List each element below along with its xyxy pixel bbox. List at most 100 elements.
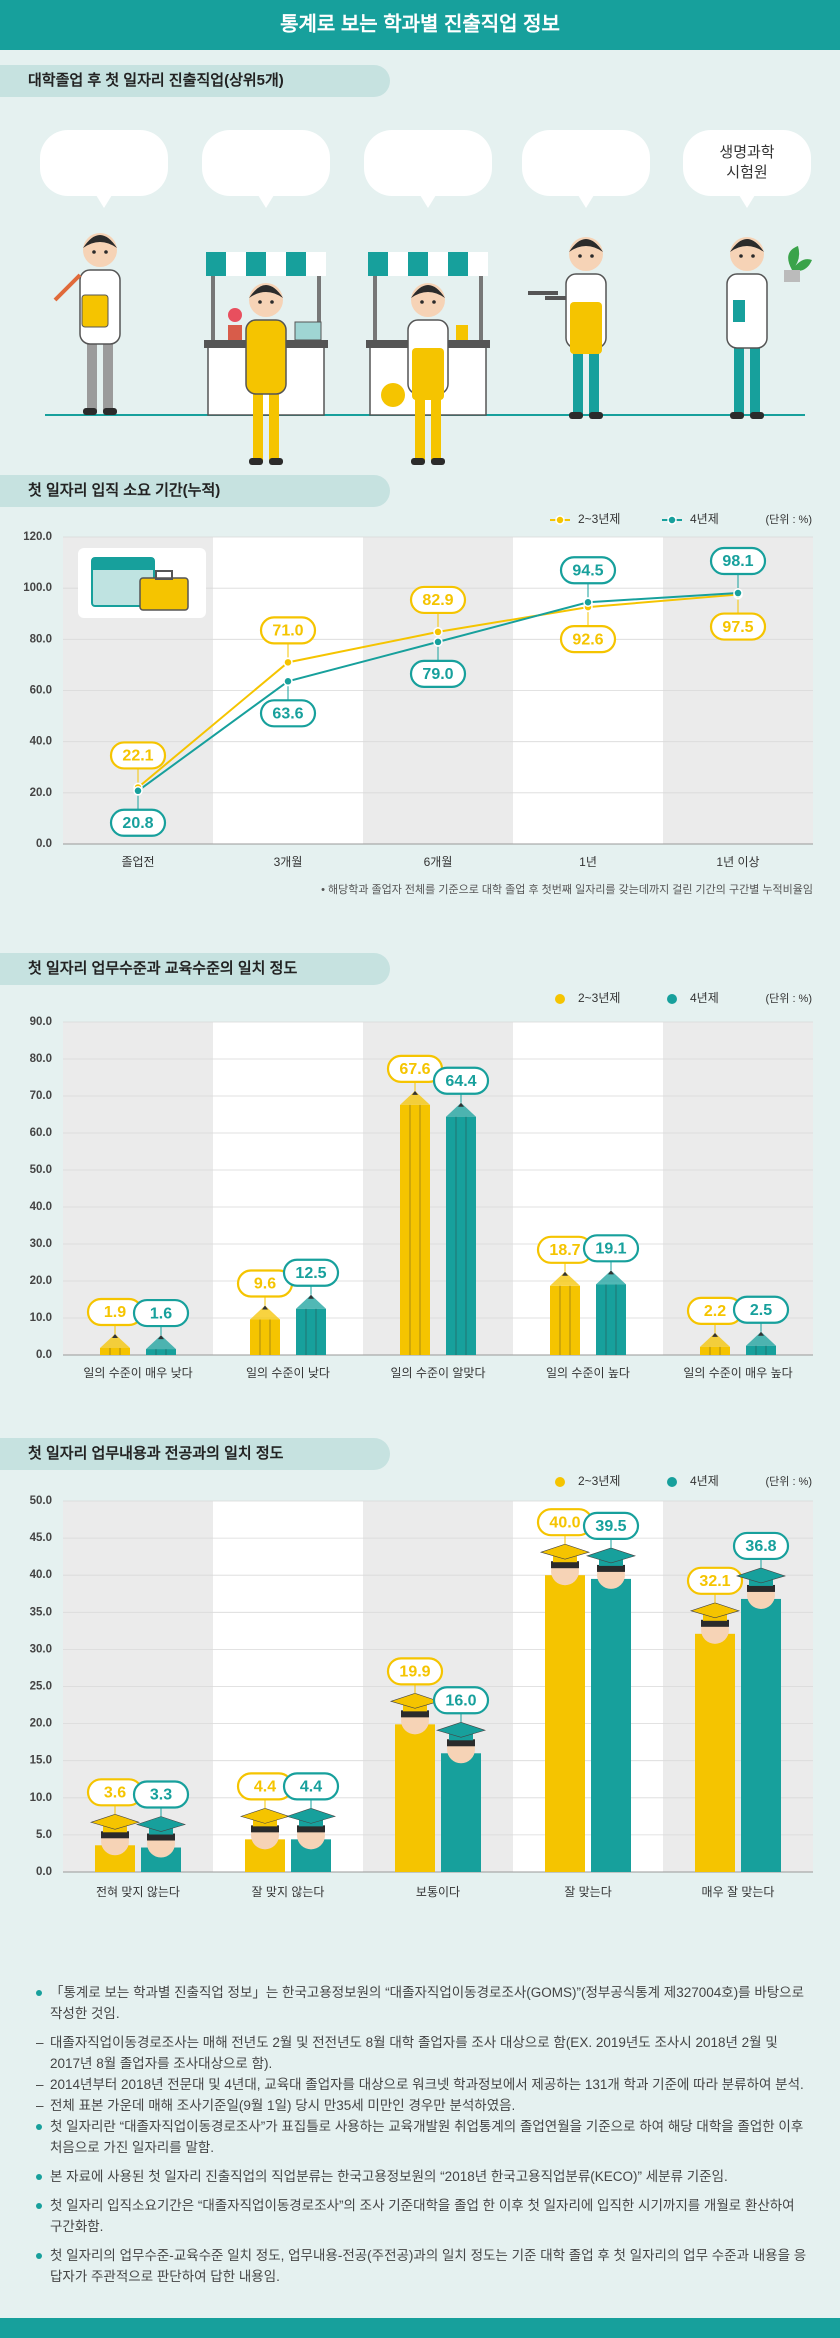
figure-hair xyxy=(249,285,283,298)
note-item: 첫 일자리란 “대졸자직업이동경로조사”가 표집틀로 사용하는 교육개발원 취업… xyxy=(36,2116,810,2158)
value-label: 92.6 xyxy=(572,631,603,648)
value-label: 19.1 xyxy=(595,1241,626,1258)
value-label: 3.3 xyxy=(150,1787,172,1804)
stall-awning xyxy=(368,252,388,276)
x-tick-label: 1년 이상 xyxy=(716,855,759,869)
value-label: 32.1 xyxy=(699,1573,730,1590)
stall-awning xyxy=(246,252,266,276)
legend-marker xyxy=(667,515,677,525)
speech-bubble xyxy=(202,130,330,196)
value-label-box xyxy=(559,556,617,585)
pencil-lead xyxy=(412,1090,418,1095)
value-label: 67.6 xyxy=(399,1061,430,1078)
x-tick-label: 잘 맞지 않는다 xyxy=(252,1885,325,1899)
y-tick-label: 30.0 xyxy=(30,1238,52,1250)
value-label: 63.6 xyxy=(272,706,303,723)
graduate-hair xyxy=(147,1833,175,1841)
pencil-lead xyxy=(112,1333,118,1338)
value-label-box xyxy=(582,1234,640,1263)
flower-pot xyxy=(228,325,242,340)
section-pill xyxy=(0,65,390,97)
graduate-hair xyxy=(701,1619,729,1627)
stall-post xyxy=(373,255,377,350)
value-label-box xyxy=(732,1295,790,1324)
footnote: • 해당학과 졸업자 전체를 기준으로 대학 졸업 후 첫번째 일자리를 갖는데… xyxy=(321,882,813,896)
figure-shoe xyxy=(103,408,117,415)
job-label-line: 시험원 xyxy=(726,164,767,181)
y-tick-label: 20.0 xyxy=(30,787,52,799)
y-tick-label: 50.0 xyxy=(30,1164,52,1176)
figure-eye xyxy=(92,250,96,254)
stall-awning xyxy=(226,252,246,276)
note-item: 본 자료에 사용된 첫 일자리 진출직업의 직업분류는 한국고용정보원의 “20… xyxy=(36,2166,810,2187)
value-label-box xyxy=(282,1772,340,1801)
x-tick-label: 일의 수준이 높다 xyxy=(546,1366,630,1380)
value-label: 2.5 xyxy=(750,1302,772,1319)
graduate-board xyxy=(735,1567,787,1584)
x-tick-label: 일의 수준이 낮다 xyxy=(246,1366,330,1380)
value-label: 71.0 xyxy=(272,623,303,640)
legend-label: 2~3년제 xyxy=(578,991,620,1005)
figure-hair xyxy=(569,239,603,252)
figure-leg xyxy=(431,388,441,462)
data-point xyxy=(283,657,293,668)
x-tick-label: 6개월 xyxy=(424,855,453,869)
section-title: 첫 일자리 업무내용과 전공과의 일치 정도 xyxy=(28,1444,284,1462)
figure-eye xyxy=(420,300,424,304)
bubble-tail xyxy=(96,195,112,208)
y-tick-label: 5.0 xyxy=(36,1829,52,1841)
figure-shoe xyxy=(589,412,603,419)
graduate-board xyxy=(585,1547,637,1564)
x-tick-label: 1년 xyxy=(579,855,597,869)
section-pill xyxy=(0,475,390,507)
section-title: 대학졸업 후 첫 일자리 진출직업(상위5개) xyxy=(28,71,284,89)
bar xyxy=(296,1308,326,1355)
figure-hair xyxy=(83,235,117,248)
pencil-lead xyxy=(562,1271,568,1276)
value-label: 4.4 xyxy=(300,1779,322,1796)
job-label-line: 생명과학 xyxy=(719,144,774,161)
y-tick-label: 50.0 xyxy=(30,1495,52,1507)
note-text: 본 자료에 사용된 첫 일자리 진출직업의 직업분류는 한국고용정보원의 “20… xyxy=(36,2166,810,2187)
y-tick-label: 0.0 xyxy=(36,1349,52,1361)
page-title: 통계로 보는 학과별 진출직업 정보 xyxy=(280,12,560,35)
y-tick-label: 60.0 xyxy=(30,685,52,697)
bar xyxy=(695,1633,735,1872)
stall-awning xyxy=(408,252,428,276)
note-text: 첫 일자리란 “대졸자직업이동경로조사”가 표집틀로 사용하는 교육개발원 취업… xyxy=(36,2116,810,2158)
stall-post xyxy=(211,255,215,350)
pencil-tip xyxy=(250,1305,280,1320)
note-item: 첫 일자리의 업무수준-교육수준 일치 정도, 업무내용-전공(주전공)과의 일… xyxy=(36,2245,810,2287)
figure-leg xyxy=(253,388,263,462)
value-label-box xyxy=(386,1657,444,1686)
figure-eye xyxy=(432,300,436,304)
graduate-hair xyxy=(251,1825,279,1833)
stall-post xyxy=(479,255,483,350)
value-label: 39.5 xyxy=(595,1518,626,1535)
figure-leg xyxy=(415,388,425,462)
figure-body xyxy=(726,273,768,349)
x-tick-label: 잘 맞는다 xyxy=(564,1885,612,1899)
y-tick-label: 35.0 xyxy=(30,1606,52,1618)
bubble-tail xyxy=(420,195,436,208)
bottom-bar xyxy=(0,2318,840,2338)
data-point xyxy=(733,588,743,598)
speech-bubble xyxy=(40,130,168,196)
figure-eye xyxy=(739,254,743,258)
graduate-hair xyxy=(101,1831,129,1839)
value-label: 20.8 xyxy=(122,815,153,832)
figure-eye xyxy=(270,300,274,304)
bar xyxy=(400,1104,430,1355)
pencil-tip xyxy=(746,1331,776,1346)
value-label-box xyxy=(709,612,767,641)
value-label: 16.0 xyxy=(445,1692,476,1709)
legend-label: 2~3년제 xyxy=(578,1474,620,1488)
graduate-hair xyxy=(551,1561,579,1569)
stall-awning xyxy=(286,252,306,276)
note-sub: 전체 표본 가운데 매해 조사기준일(9월 1일) 당시 만35세 미만인 경우… xyxy=(36,2095,810,2116)
graduate-board xyxy=(435,1721,487,1738)
figure-hair xyxy=(730,239,764,252)
legend-marker xyxy=(555,994,565,1004)
